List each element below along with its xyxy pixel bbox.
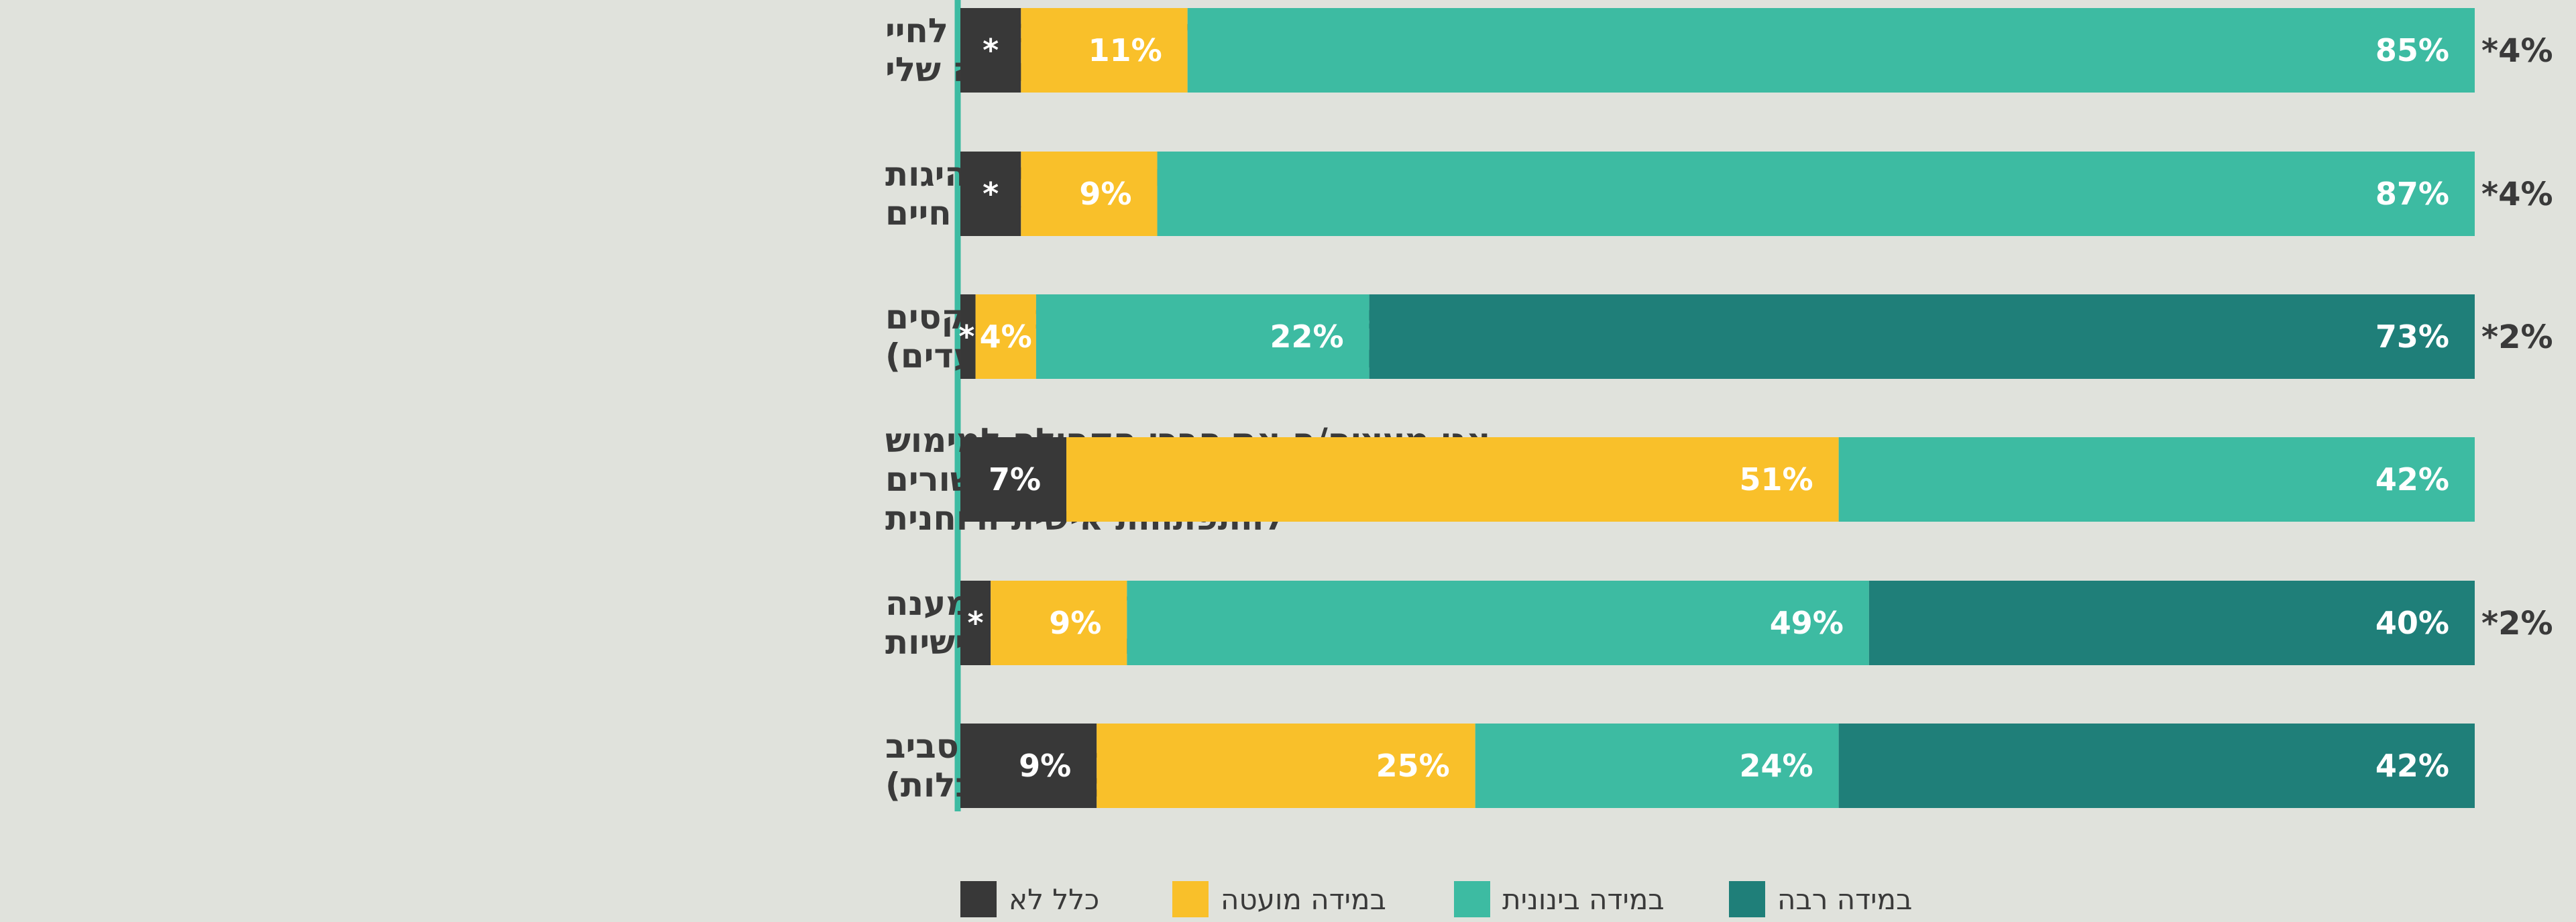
bar-segment bbox=[1838, 437, 2475, 522]
data-label: 49% bbox=[1770, 605, 1844, 641]
bar-row-3: אני מוביל/ה באופן קבוע טקסיםסביב מעגל הש… bbox=[885, 294, 2553, 379]
bar-segment bbox=[1838, 724, 2475, 808]
bar-segment bbox=[991, 581, 1127, 665]
legend-label: במידה בינונית bbox=[1502, 883, 1665, 916]
bar-row-6: אני מוביל/ה באופן קבוע טקסים סביבמעגל הח… bbox=[885, 724, 2475, 808]
bar-row-4: אני מעצים/ה את חברי הקהילה למימושהפוטנצי… bbox=[885, 421, 2475, 538]
side-note-label: *2% bbox=[2481, 319, 2553, 356]
data-label: 85% bbox=[2375, 32, 2449, 68]
bar-segment bbox=[960, 437, 1067, 522]
bar-segment bbox=[960, 294, 976, 379]
legend-item: במידה רבה bbox=[1729, 881, 1912, 917]
data-label: * bbox=[983, 32, 999, 68]
legend-item: במידה מועטה bbox=[1172, 881, 1386, 917]
data-label: 25% bbox=[1376, 748, 1450, 784]
bar-segment bbox=[1035, 294, 1369, 379]
bar-segment bbox=[1066, 437, 1839, 522]
side-note-label: *4% bbox=[2481, 32, 2553, 70]
bar-segment bbox=[975, 294, 1036, 379]
bar-segment bbox=[1021, 152, 1158, 236]
data-label: 40% bbox=[2375, 605, 2449, 641]
bar-row-2: יש לי תחושת מחויבות למנהיגותרוחנית יהודי… bbox=[885, 152, 2553, 236]
bar-segment bbox=[1369, 294, 2475, 379]
data-label: 73% bbox=[2375, 319, 2449, 355]
legend-swatch bbox=[1172, 881, 1209, 917]
legend-label: במידה מועטה bbox=[1221, 883, 1386, 916]
legend-item: כלל לא bbox=[960, 881, 1099, 917]
legend-label: במידה רבה bbox=[1777, 883, 1912, 916]
bar-segment bbox=[960, 581, 991, 665]
data-label: 9% bbox=[1079, 176, 1131, 212]
bar-segment bbox=[1021, 8, 1188, 93]
bar-segment bbox=[1157, 152, 2475, 236]
data-label: * bbox=[983, 176, 999, 212]
legend-swatch bbox=[960, 881, 997, 917]
bar-segment bbox=[1868, 581, 2475, 665]
legend: כלל לא במידה מועטה במידה בינונית במידה רבה bbox=[960, 881, 1912, 917]
data-label: 4% bbox=[980, 319, 1032, 355]
data-label: 22% bbox=[1270, 319, 1344, 355]
data-label: 11% bbox=[1088, 32, 1162, 68]
bar-segment bbox=[960, 8, 1021, 93]
bar-segment bbox=[1187, 8, 2475, 93]
bar-segment bbox=[1127, 581, 1869, 665]
data-label: * bbox=[968, 605, 984, 641]
bar-segment bbox=[1475, 724, 1839, 808]
legend-swatch bbox=[1454, 881, 1490, 917]
data-label: 42% bbox=[2375, 461, 2449, 498]
data-label: 24% bbox=[1740, 748, 1813, 784]
side-note-label: *4% bbox=[2481, 176, 2553, 213]
bar-row-1: המנהיגות שלי רלוונטית לחייהרוחניים וגם ל… bbox=[885, 8, 2553, 93]
data-label: 42% bbox=[2375, 748, 2449, 784]
bar-row-5: אני מהווה כתובת להתייעצות ומענהעל שאלות … bbox=[885, 581, 2553, 665]
bar-segment bbox=[1097, 724, 1475, 808]
data-label: 87% bbox=[2375, 176, 2449, 212]
data-label: 7% bbox=[989, 461, 1041, 498]
data-label: 9% bbox=[1049, 605, 1101, 641]
legend-swatch bbox=[1729, 881, 1765, 917]
data-label: * bbox=[958, 319, 974, 355]
data-label: 51% bbox=[1740, 461, 1813, 498]
side-note-label: *2% bbox=[2481, 605, 2553, 642]
legend-label: כלל לא bbox=[1009, 883, 1099, 916]
data-label: 9% bbox=[1019, 748, 1071, 784]
bar-segment bbox=[960, 724, 1097, 808]
bar-segment bbox=[960, 152, 1021, 236]
legend-item: במידה בינונית bbox=[1454, 881, 1665, 917]
